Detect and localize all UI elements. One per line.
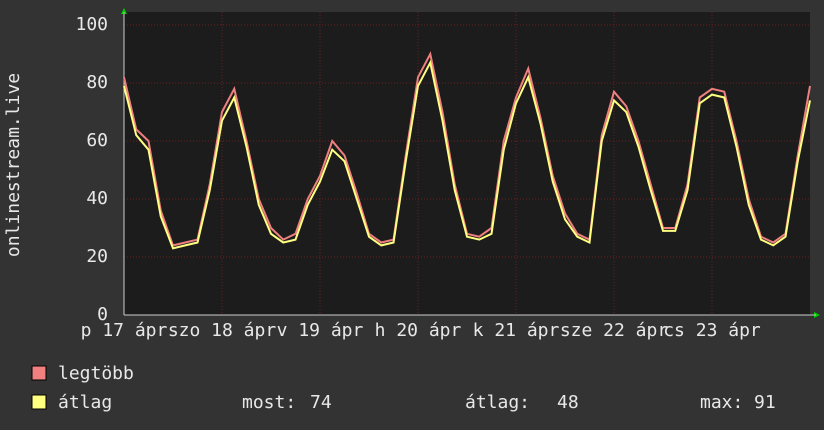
y-tick-label: 20 (86, 246, 108, 267)
stat-label: átlag: (465, 392, 530, 413)
x-tick-label: h 20 ápr (375, 320, 462, 341)
legend-label: legtöbb (58, 363, 134, 384)
legend-swatch (31, 394, 47, 410)
series-line (123, 59, 811, 250)
legend-swatch (31, 365, 47, 381)
x-tick-label: cs 23 ápr (663, 320, 761, 341)
x-tick-label: szo 18 ápr (168, 320, 277, 341)
stat-label: most: (242, 392, 296, 413)
y-tick-label: 60 (86, 130, 108, 151)
stat-value: 74 (310, 392, 332, 413)
y-tick-label: 40 (86, 188, 108, 209)
y-axis-label: onlinestream.live (3, 73, 24, 257)
stat-value: 48 (557, 392, 579, 413)
legend-label: átlag (58, 392, 112, 413)
x-tick-label: v 19 ápr (277, 320, 364, 341)
plot-area (124, 12, 810, 315)
x-tick-label: k 21 ápr (473, 320, 560, 341)
stat-value: 91 (754, 392, 776, 413)
y-tick-label: 80 (86, 72, 108, 93)
axis-arrow (121, 8, 127, 14)
stat-label: max: (700, 392, 743, 413)
y-tick-label: 0 (97, 304, 108, 325)
y-tick-label: 100 (75, 14, 108, 35)
axis-arrow (814, 312, 820, 318)
x-tick-label: sze 22 ápr (560, 320, 669, 341)
x-tick-label: p 17 ápr (81, 320, 168, 341)
